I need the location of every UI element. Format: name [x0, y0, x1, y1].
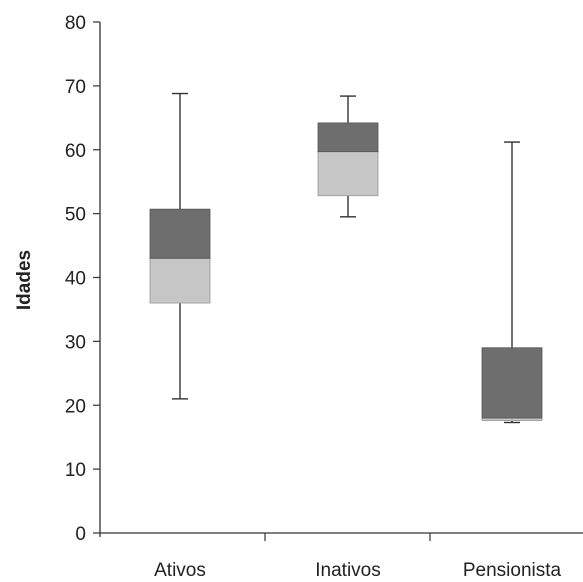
box-lower-quartile	[317, 151, 379, 197]
y-tick-label: 50	[65, 205, 86, 226]
y-axis-title: Idades	[14, 250, 35, 310]
y-tick-label: 20	[65, 396, 86, 417]
y-tick-label: 30	[65, 332, 86, 353]
axes	[99, 22, 583, 541]
y-tick-label: 40	[65, 269, 86, 290]
x-categories: Ativos Inativos Pensionista	[154, 560, 561, 581]
box-upper-quartile	[317, 122, 379, 153]
box-upper-quartile	[149, 208, 211, 259]
y-tick-label: 70	[65, 77, 86, 98]
box-upper-quartile	[481, 347, 543, 419]
box-pensionista	[481, 141, 543, 424]
boxes	[149, 92, 543, 424]
box-inativos	[317, 95, 379, 218]
box-ativos	[149, 92, 211, 400]
box-lower-quartile	[149, 257, 211, 304]
x-category-label: Pensionista	[463, 560, 562, 581]
y-tick-label: 0	[75, 524, 86, 545]
y-ticks: 0 10 20 30 40 50 60 70 80	[65, 13, 100, 545]
y-tick-label: 60	[65, 141, 86, 162]
y-tick-label: 80	[65, 13, 86, 34]
x-category-label: Ativos	[154, 560, 206, 581]
x-category-label: Inativos	[315, 560, 380, 581]
y-tick-label: 10	[65, 460, 86, 481]
